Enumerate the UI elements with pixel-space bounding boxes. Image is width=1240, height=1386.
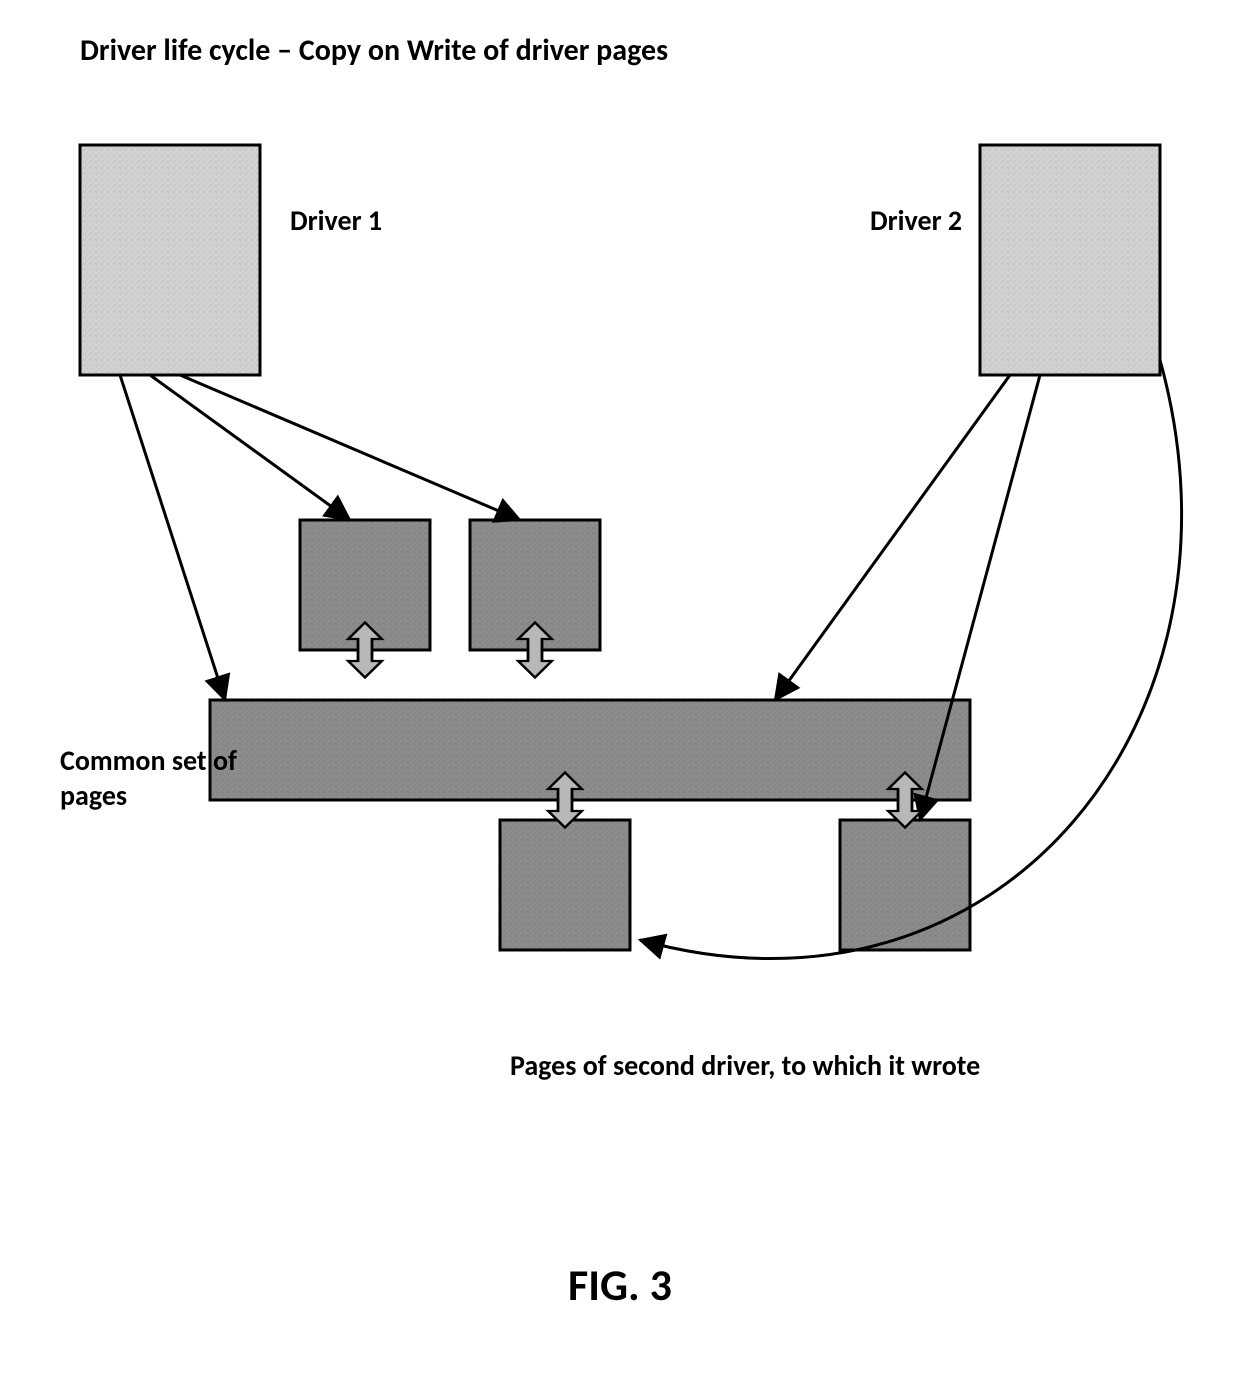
figure-label: FIG. 3 xyxy=(568,1258,672,1312)
arrow-d1-to-bar xyxy=(120,375,225,700)
common-pages-label-2: pages xyxy=(60,778,127,813)
driver2-label: Driver 2 xyxy=(870,203,962,238)
arrow-d1-to-a xyxy=(150,375,350,520)
common-pages-label-1: Common set of xyxy=(60,743,237,778)
diagram-canvas: Driver life cycle – Copy on Write of dri… xyxy=(0,0,1240,1386)
driver1-label: Driver 1 xyxy=(290,203,382,238)
arrow-d2-to-c xyxy=(920,375,1040,820)
diagram-title: Driver life cycle – Copy on Write of dri… xyxy=(80,32,668,69)
common-pages-bar xyxy=(210,700,970,800)
arrow-d2-to-bar xyxy=(775,375,1010,700)
page-box-d xyxy=(500,820,630,950)
page-box-c xyxy=(840,820,970,950)
driver2-box xyxy=(980,145,1160,375)
arrow-d1-to-b xyxy=(180,375,520,520)
driver2-pages-label: Pages of second driver, to which it wrot… xyxy=(510,1048,980,1083)
driver1-box xyxy=(80,145,260,375)
